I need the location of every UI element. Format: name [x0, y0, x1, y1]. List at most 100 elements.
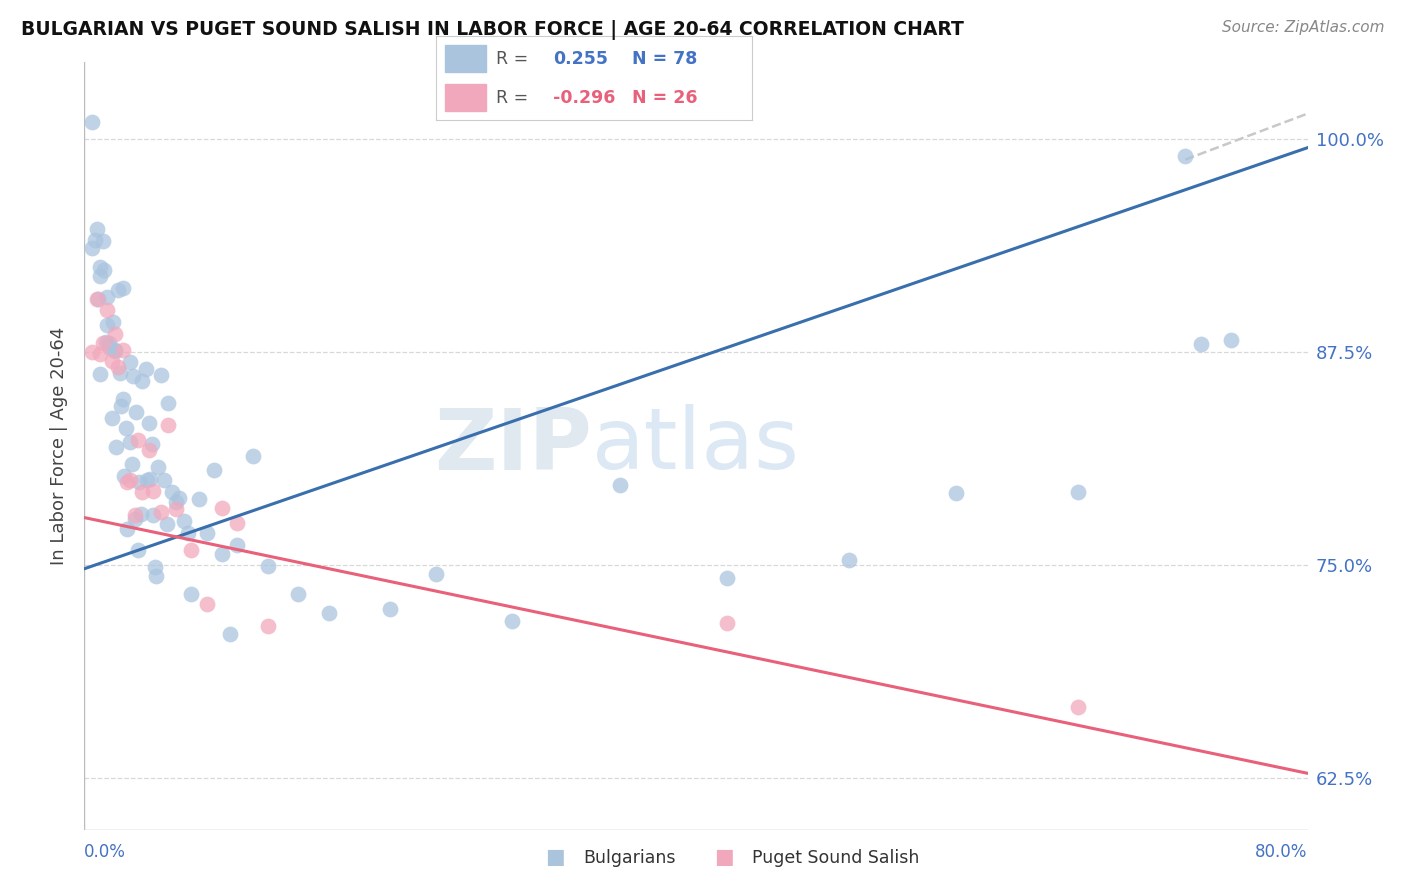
Text: BULGARIAN VS PUGET SOUND SALISH IN LABOR FORCE | AGE 20-64 CORRELATION CHART: BULGARIAN VS PUGET SOUND SALISH IN LABOR… [21, 20, 965, 39]
Point [142, 508, 165, 523]
Point [716, 571, 738, 585]
Point [128, 475, 150, 489]
Text: R =: R = [496, 88, 529, 106]
Text: Source: ZipAtlas.com: Source: ZipAtlas.com [1222, 20, 1385, 35]
Point [195, 597, 218, 611]
Point [111, 281, 134, 295]
Point [91, 234, 114, 248]
Point [89, 347, 111, 361]
Point [1067, 700, 1090, 714]
Point [104, 343, 127, 358]
Point [165, 495, 187, 509]
Point [138, 417, 160, 431]
Text: 80.0%: 80.0% [1256, 843, 1308, 861]
Point [120, 434, 142, 449]
Point [101, 354, 124, 368]
Text: 0.255: 0.255 [553, 50, 607, 68]
Text: ■: ■ [546, 847, 565, 867]
Point [716, 616, 738, 631]
Point [146, 460, 169, 475]
Point [139, 472, 162, 486]
Point [945, 486, 967, 500]
Point [188, 491, 211, 506]
Point [157, 396, 180, 410]
Point [127, 433, 149, 447]
Point [80, 115, 103, 129]
Point [157, 418, 180, 433]
Point [131, 484, 153, 499]
Point [226, 538, 249, 552]
Point [202, 463, 225, 477]
Point [131, 375, 153, 389]
Point [609, 478, 631, 492]
Point [287, 587, 309, 601]
Point [156, 516, 179, 531]
Point [502, 614, 524, 628]
Text: 0.0%: 0.0% [84, 843, 127, 861]
Point [84, 233, 107, 247]
Point [98, 341, 121, 355]
Point [257, 559, 280, 574]
Point [120, 473, 142, 487]
Bar [446, 45, 486, 72]
Bar [446, 84, 486, 112]
Point [838, 553, 860, 567]
Point [105, 441, 128, 455]
Point [167, 491, 190, 505]
Point [1067, 484, 1090, 499]
Text: atlas: atlas [592, 404, 800, 488]
Point [108, 367, 131, 381]
Point [89, 268, 111, 283]
Point [111, 392, 134, 406]
Point [87, 292, 110, 306]
Point [91, 335, 114, 350]
Point [124, 511, 146, 525]
Point [380, 602, 402, 616]
Text: Bulgarians: Bulgarians [583, 849, 676, 867]
Text: ZIP: ZIP [434, 404, 592, 488]
Point [89, 260, 111, 274]
Point [226, 516, 249, 531]
Point [160, 484, 183, 499]
Point [135, 362, 157, 376]
Point [136, 473, 159, 487]
Point [94, 334, 117, 349]
Point [107, 360, 129, 375]
Text: Puget Sound Salish: Puget Sound Salish [752, 849, 920, 867]
Point [107, 283, 129, 297]
Point [145, 568, 167, 582]
Point [114, 420, 136, 434]
Point [89, 367, 111, 381]
Point [103, 315, 125, 329]
Point [153, 473, 176, 487]
Point [242, 449, 264, 463]
Point [80, 345, 103, 359]
Point [97, 336, 120, 351]
Point [211, 501, 233, 516]
Point [124, 508, 146, 522]
Point [318, 606, 340, 620]
Point [122, 368, 145, 383]
Point [149, 368, 172, 383]
Point [112, 468, 135, 483]
Point [141, 437, 163, 451]
Y-axis label: In Labor Force | Age 20-64: In Labor Force | Age 20-64 [51, 326, 69, 566]
Point [96, 318, 118, 333]
Point [104, 326, 127, 341]
Point [138, 443, 160, 458]
Point [101, 411, 124, 425]
Point [104, 344, 127, 359]
Point [80, 241, 103, 255]
Point [173, 514, 195, 528]
Point [425, 566, 447, 581]
Point [211, 547, 233, 561]
Point [121, 457, 143, 471]
Point [110, 399, 132, 413]
Point [125, 405, 148, 419]
Point [165, 502, 187, 516]
Point [96, 303, 118, 318]
Point [127, 542, 149, 557]
Point [149, 504, 172, 518]
Point [86, 292, 108, 306]
Point [1189, 336, 1212, 351]
